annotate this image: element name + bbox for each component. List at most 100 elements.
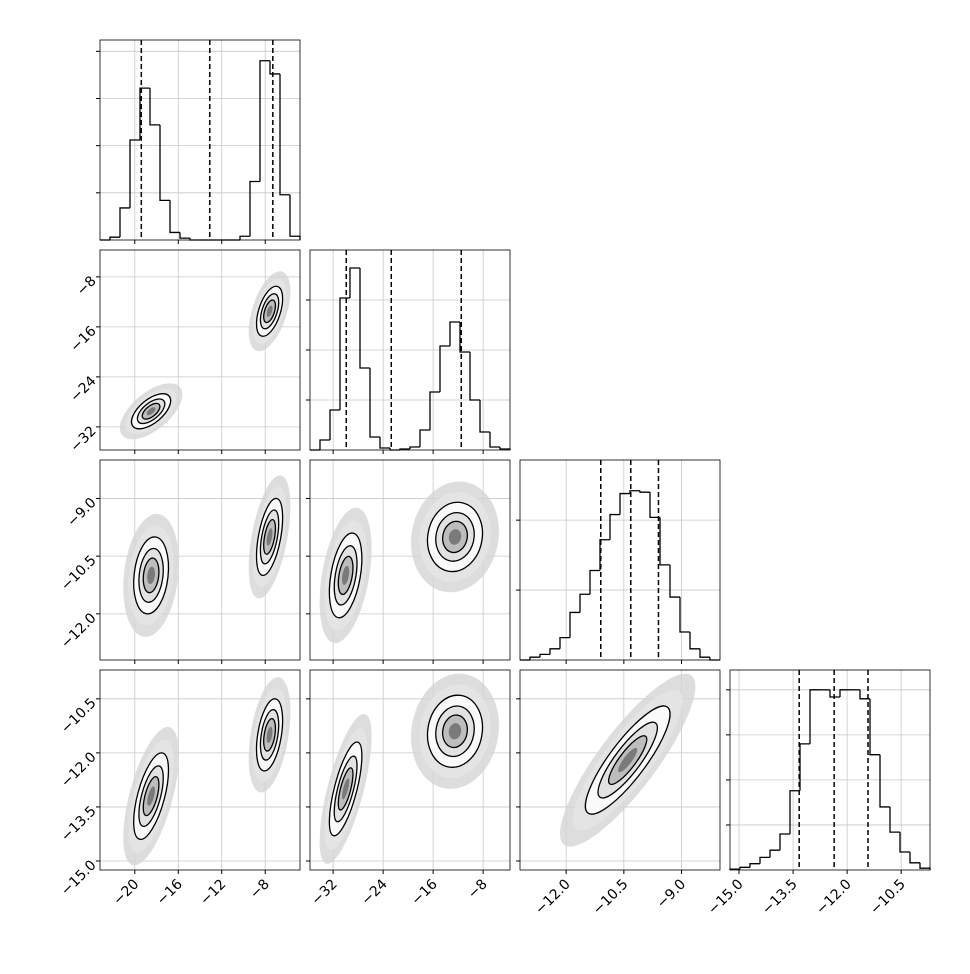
histogram-panel	[310, 250, 511, 451]
histogram-bin	[899, 832, 910, 853]
histogram-bin	[369, 368, 380, 438]
panel-frame	[309, 669, 511, 871]
histogram-bin	[349, 267, 360, 298]
histogram-panel	[520, 460, 720, 661]
x-tick-label: −16	[409, 876, 441, 908]
y-tick-label: −24	[67, 373, 99, 405]
panel-frame	[309, 459, 511, 661]
y-tick-label: −32	[67, 423, 99, 455]
histogram-bin	[749, 863, 760, 868]
y-tick-label: −8	[74, 273, 100, 299]
panel-frame	[519, 669, 721, 871]
histogram-bin	[379, 437, 390, 449]
density-contour	[147, 566, 155, 585]
histogram-bin	[549, 648, 560, 655]
histogram-bin	[699, 648, 710, 658]
x-tick-label: −16	[154, 876, 186, 908]
histogram-bin	[839, 689, 850, 698]
histogram-bin	[779, 833, 790, 851]
density-contour	[341, 565, 350, 585]
histogram-bin	[419, 429, 430, 447]
pair-panel	[310, 670, 510, 870]
density-contour	[266, 528, 273, 546]
histogram-bin	[429, 391, 440, 430]
histogram-bin	[459, 322, 470, 353]
x-tick-label: −10.5	[867, 876, 909, 918]
histogram-bin	[629, 490, 640, 494]
histogram-bin	[919, 862, 931, 870]
pair-panel	[520, 670, 720, 870]
histogram-bin	[129, 139, 140, 208]
pair-panel	[310, 460, 510, 660]
histogram-bin	[259, 60, 270, 182]
histogram-bin	[659, 517, 670, 566]
histogram-bin	[529, 656, 540, 660]
x-tick-label: −8	[247, 876, 273, 902]
x-tick-label: −32	[309, 876, 341, 908]
histogram-bin	[859, 689, 870, 700]
histogram-panel	[729, 670, 931, 870]
histogram-bin	[149, 88, 160, 126]
x-tick-label: −20	[110, 876, 142, 908]
histogram-bin	[119, 207, 130, 238]
histogram-bin	[769, 849, 780, 858]
y-tick-label: −12.0	[58, 610, 100, 652]
histogram-bin	[439, 345, 450, 392]
histogram-bin	[319, 439, 330, 450]
histogram-bin	[669, 564, 680, 598]
histogram-bin	[739, 866, 750, 870]
panel-frame	[309, 249, 511, 451]
histogram-bin	[709, 657, 720, 661]
histogram-bin	[179, 232, 190, 239]
x-tick-label: −9.0	[654, 876, 689, 911]
x-tick-label: −8	[465, 876, 491, 902]
histogram-bin	[159, 124, 170, 202]
x-tick-label: −10.5	[590, 876, 632, 918]
density-contour	[147, 786, 155, 806]
histogram-bin	[339, 297, 350, 410]
histogram-bin	[619, 492, 630, 515]
histogram-bin	[639, 490, 650, 493]
histogram-bin	[499, 447, 511, 450]
histogram-bin	[329, 409, 340, 440]
x-tick-label: −12	[197, 876, 229, 908]
histogram-bin	[559, 636, 570, 649]
panel-frame	[519, 459, 721, 661]
panel-frame	[99, 39, 301, 241]
y-tick-label: −15.0	[58, 857, 100, 899]
density-contour	[341, 778, 350, 800]
histogram-bin	[249, 180, 260, 237]
x-tick-label: −24	[359, 876, 391, 908]
histogram-bin	[139, 87, 150, 140]
y-tick-label: −10.5	[58, 552, 100, 594]
histogram-bin	[809, 689, 820, 744]
histogram-bin	[479, 400, 490, 433]
histogram-bin	[239, 235, 250, 240]
histogram-bin	[829, 689, 840, 698]
histogram-bin	[539, 653, 550, 658]
histogram-bin	[469, 352, 480, 401]
histogram-bin	[289, 194, 301, 240]
pair-panel	[100, 250, 300, 450]
histogram-bin	[569, 611, 580, 638]
histogram-bin	[589, 569, 600, 595]
histogram-bin	[679, 597, 690, 633]
y-tick-label: −9.0	[64, 495, 99, 530]
histogram-bin	[489, 432, 500, 448]
histogram-bin	[579, 593, 590, 613]
histogram-bin	[799, 743, 810, 791]
histogram-bin	[109, 236, 120, 240]
histogram-bin	[889, 806, 900, 833]
histogram-bin	[649, 492, 660, 518]
panel-frame	[99, 669, 301, 871]
histogram-panel	[100, 40, 301, 241]
histogram-bin	[599, 539, 610, 571]
y-tick-label: −12.0	[58, 749, 100, 791]
density-contour	[618, 747, 638, 773]
histogram-bin	[869, 698, 880, 756]
panel-frame	[99, 459, 301, 661]
histogram-bin	[879, 754, 890, 808]
histogram-bin	[689, 632, 700, 650]
density-contour	[448, 723, 462, 740]
pair-panel	[100, 670, 300, 870]
